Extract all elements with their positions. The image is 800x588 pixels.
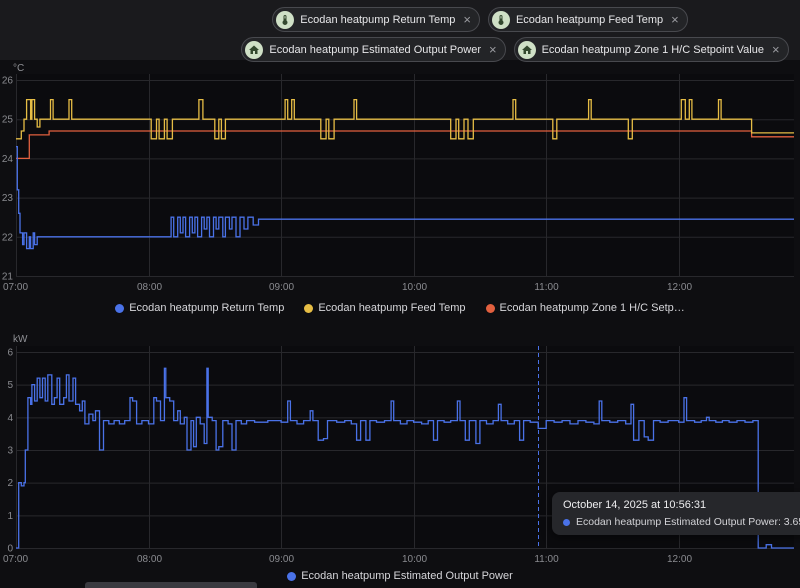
- x-tick-label: 10:00: [402, 554, 427, 565]
- plot-background: [16, 74, 794, 276]
- y-tick-label: 21: [2, 272, 14, 283]
- y-tick-label: 0: [7, 544, 13, 555]
- entity-chip-label: Ecodan heatpump Feed Temp: [515, 13, 664, 26]
- legend-item-feed-temp[interactable]: Ecodan heatpump Feed Temp: [304, 302, 466, 314]
- y-tick-label: 24: [2, 154, 14, 165]
- entity-filter-bar: Ecodan heatpump Return Temp × Ecodan hea…: [0, 0, 800, 62]
- chip-close-icon[interactable]: ×: [771, 42, 780, 57]
- x-tick-label: 07:00: [3, 282, 28, 293]
- power-chart[interactable]: 6 5 4 3 2 1 007:00 08:00 09:00 10:00 11:00 12:00: [0, 342, 800, 570]
- x-tick-label: 09:00: [269, 282, 294, 293]
- y-tick-label: 26: [2, 76, 14, 87]
- thermometer-icon: [491, 10, 510, 29]
- y-tick-label: 4: [7, 413, 13, 424]
- tooltip-value: Ecodan heatpump Estimated Output Power: …: [576, 516, 800, 528]
- power-chart-legend: Ecodan heatpump Estimated Output Power: [0, 570, 800, 582]
- chip-close-icon[interactable]: ×: [671, 12, 679, 27]
- power-axis-unit: kW: [13, 334, 28, 345]
- temp-axis-unit: °C: [13, 63, 25, 74]
- series-color-dot: [115, 303, 125, 313]
- series-line: [16, 145, 794, 250]
- series-color-dot: [287, 571, 297, 581]
- x-tick-label: 12:00: [667, 554, 692, 565]
- legend-item-return-temp[interactable]: Ecodan heatpump Return Temp: [115, 302, 284, 314]
- entity-chip-label: Ecodan heatpump Zone 1 H/C Setpoint Valu…: [541, 43, 764, 56]
- entity-chip-return-temp[interactable]: Ecodan heatpump Return Temp ×: [272, 7, 480, 32]
- temp-chart-legend: Ecodan heatpump Return Temp Ecodan heatp…: [0, 302, 800, 314]
- y-tick-label: 5: [7, 380, 13, 391]
- x-tick-label: 09:00: [269, 554, 294, 565]
- y-tick-label: 22: [2, 232, 14, 243]
- x-tick-label: 08:00: [137, 282, 162, 293]
- series-color-dot: [563, 518, 570, 526]
- x-tick-label: 08:00: [137, 554, 162, 565]
- tooltip-timestamp: October 14, 2025 at 10:56:31: [563, 499, 707, 511]
- chip-close-icon[interactable]: ×: [489, 42, 497, 57]
- chip-close-icon[interactable]: ×: [463, 12, 471, 27]
- y-tick-label: 1: [7, 511, 13, 522]
- entity-chip-feed-temp[interactable]: Ecodan heatpump Feed Temp ×: [487, 7, 688, 32]
- legend-label: Ecodan heatpump Return Temp: [129, 302, 285, 314]
- entity-chip-setpoint[interactable]: Ecodan heatpump Zone 1 H/C Setpoint Valu…: [513, 37, 789, 62]
- series-line: [16, 98, 794, 140]
- series-color-dot: [304, 303, 314, 313]
- legend-label: Ecodan heatpump Estimated Output Power: [301, 570, 513, 582]
- legend-item-output-power[interactable]: Ecodan heatpump Estimated Output Power: [287, 570, 513, 582]
- legend-label: Ecodan heatpump Feed Temp: [318, 302, 466, 314]
- legend-label: Ecodan heatpump Zone 1 H/C Setp…: [499, 302, 685, 314]
- y-tick-label: 6: [7, 348, 13, 359]
- series-line: [16, 130, 794, 160]
- series-color-dot: [485, 303, 495, 313]
- legend-item-setpoint[interactable]: Ecodan heatpump Zone 1 H/C Setp…: [485, 302, 685, 314]
- x-tick-label: 07:00: [3, 554, 28, 565]
- y-tick-label: 23: [2, 193, 14, 204]
- thermometer-icon: [276, 10, 295, 29]
- horizontal-scrollbar-thumb[interactable]: [85, 582, 257, 588]
- series-line: [16, 367, 794, 549]
- home-icon: [245, 40, 264, 59]
- x-tick-label: 10:00: [402, 282, 427, 293]
- chart-tooltip: October 14, 2025 at 10:56:31 Ecodan heat…: [552, 492, 800, 535]
- entity-chip-output-power[interactable]: Ecodan heatpump Estimated Output Power ×: [241, 37, 506, 62]
- entity-chip-label: Ecodan heatpump Estimated Output Power: [269, 43, 481, 56]
- chip-row-1: Ecodan heatpump Return Temp × Ecodan hea…: [80, 7, 800, 32]
- x-tick-label: 12:00: [667, 282, 692, 293]
- chip-row-2: Ecodan heatpump Estimated Output Power ×…: [115, 37, 800, 62]
- y-tick-label: 3: [7, 446, 13, 457]
- y-tick-label: 25: [2, 115, 14, 126]
- y-tick-label: 2: [7, 478, 13, 489]
- entity-chip-label: Ecodan heatpump Return Temp: [300, 13, 456, 26]
- x-tick-label: 11:00: [534, 282, 559, 293]
- x-tick-label: 11:00: [534, 554, 559, 565]
- home-icon: [517, 40, 536, 59]
